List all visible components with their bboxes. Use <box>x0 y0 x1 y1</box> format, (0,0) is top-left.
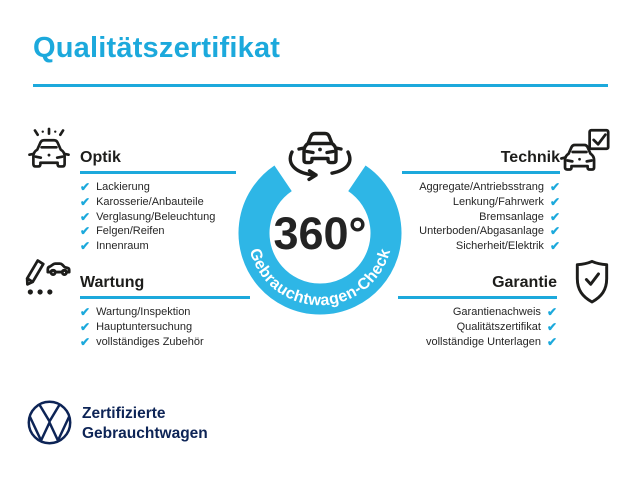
list-item: Qualitätszertifikat ✔ <box>426 320 557 335</box>
shield-check-icon <box>575 259 609 304</box>
brand-claim-line2: Gebrauchtwagen <box>82 425 208 442</box>
360-check-badge: Gebrauchtwagen-Check 360° <box>238 165 402 315</box>
check-icon: ✔ <box>80 305 91 320</box>
list-item: Garantienachweis ✔ <box>426 305 557 320</box>
list-item: Lenkung/Fahrwerk ✔ <box>419 195 560 210</box>
rotating-car-icon <box>288 131 352 182</box>
check-icon: ✔ <box>546 305 557 320</box>
list-item: ✔ Verglasung/Beleuchtung <box>80 209 215 224</box>
item-label: Sicherheit/Elektrik <box>455 240 544 253</box>
garantie-underline <box>398 296 557 299</box>
list-item: ✔ vollständiges Zubehör <box>80 334 204 349</box>
item-label: Lenkung/Fahrwerk <box>452 196 544 209</box>
list-item: ✔ Felgen/Reifen <box>80 224 215 239</box>
check-icon: ✔ <box>80 224 91 239</box>
item-label: Aggregate/Antriebsstrang <box>419 181 544 194</box>
brand-claim-line1: Zertifizierte <box>82 405 166 422</box>
check-icon: ✔ <box>80 320 91 335</box>
check-icon: ✔ <box>80 180 91 195</box>
list-item: vollständige Unterlagen ✔ <box>426 334 557 349</box>
item-label: Karosserie/Anbauteile <box>96 196 204 209</box>
degree-label: 360° <box>273 208 366 259</box>
check-icon: ✔ <box>546 334 557 349</box>
wartung-item-list: ✔ Wartung/Inspektion ✔ Hauptuntersuchung ✔… <box>80 305 204 349</box>
check-icon: ✔ <box>546 320 557 335</box>
service-checklist-car-icon <box>25 259 71 295</box>
check-icon: ✔ <box>549 224 560 239</box>
item-label: Felgen/Reifen <box>96 225 165 238</box>
list-item: Sicherheit/Elektrik ✔ <box>419 239 560 254</box>
list-item: ✔ Hauptuntersuchung <box>80 320 204 335</box>
list-item: ✔ Lackierung <box>80 180 215 195</box>
list-item: ✔ Innenraum <box>80 239 215 254</box>
car-checkbox-icon <box>560 128 610 171</box>
list-item: ✔ Karosserie/Anbauteile <box>80 195 215 210</box>
check-icon: ✔ <box>80 239 91 254</box>
list-item: Aggregate/Antriebsstrang ✔ <box>419 180 560 195</box>
item-label: Bremsanlage <box>479 210 544 223</box>
section-heading-technik: Technik <box>500 149 560 166</box>
section-heading-optik: Optik <box>80 149 121 166</box>
item-label: Innenraum <box>96 240 149 253</box>
item-label: Wartung/Inspektion <box>96 306 191 319</box>
item-label: Qualitätszertifikat <box>456 321 541 334</box>
garantie-item-list: Garantienachweis ✔ Qualitätszertifikat ✔ v… <box>426 305 557 349</box>
section-heading-garantie: Garantie <box>492 274 557 291</box>
optik-underline <box>80 171 236 174</box>
section-heading-wartung: Wartung <box>80 274 145 291</box>
wartung-underline <box>80 296 250 299</box>
item-label: Verglasung/Beleuchtung <box>96 210 216 223</box>
check-icon: ✔ <box>549 239 560 254</box>
optik-item-list: ✔ Lackierung ✔ Karosserie/Anbauteile ✔ Verg… <box>80 180 215 253</box>
list-item: Bremsanlage ✔ <box>419 209 560 224</box>
technik-underline <box>402 171 560 174</box>
list-item: Unterboden/Abgasanlage ✔ <box>419 224 560 239</box>
brand-claim: Zertifizierte Gebrauchtwagen <box>82 404 208 444</box>
check-icon: ✔ <box>549 195 560 210</box>
vw-logo <box>27 400 72 445</box>
check-icon: ✔ <box>549 180 560 195</box>
check-ring <box>238 165 402 315</box>
list-item: ✔ Wartung/Inspektion <box>80 305 204 320</box>
item-label: Lackierung <box>96 181 150 194</box>
page-title: Qualitätszertifikat <box>33 32 281 64</box>
item-label: vollständige Unterlagen <box>425 335 541 348</box>
technik-item-list: Aggregate/Antriebsstrang ✔ Lenkung/Fahrwe… <box>419 180 560 253</box>
check-icon: ✔ <box>80 195 91 210</box>
item-label: Unterboden/Abgasanlage <box>419 225 544 238</box>
check-icon: ✔ <box>80 209 91 224</box>
check-icon: ✔ <box>80 334 91 349</box>
item-label: Garantienachweis <box>452 306 541 319</box>
shiny-car-icon <box>28 127 70 168</box>
title-divider <box>33 84 608 87</box>
item-label: Hauptuntersuchung <box>96 321 193 334</box>
item-label: vollständiges Zubehör <box>96 335 204 348</box>
check-icon: ✔ <box>549 209 560 224</box>
